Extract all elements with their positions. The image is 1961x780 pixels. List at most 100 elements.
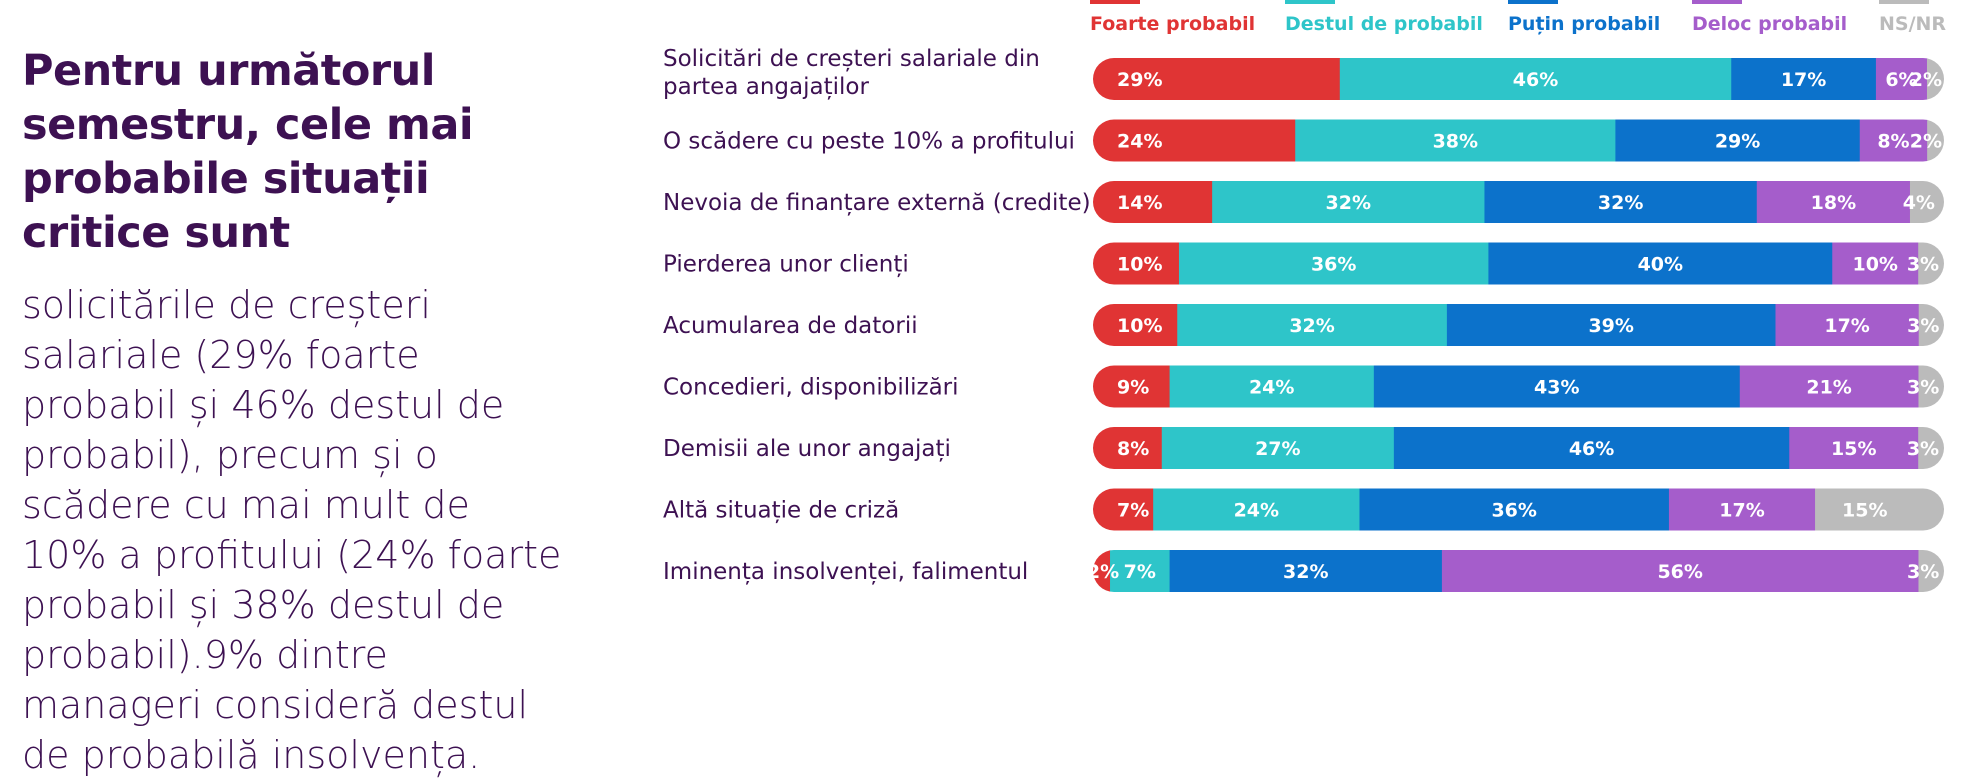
- bar-value-label: 15%: [1831, 438, 1876, 460]
- bar-value-label: 56%: [1657, 561, 1702, 583]
- category-label: Pierderea unor clienți: [663, 252, 909, 278]
- bar-segment: [1161, 427, 1395, 469]
- bar-segment: [1393, 427, 1790, 469]
- bar-value-label: 3%: [1907, 561, 1939, 583]
- bar-segment: [1731, 58, 1877, 100]
- bar-segment: [1177, 304, 1448, 346]
- bar-value-label: 46%: [1569, 438, 1614, 460]
- bar-value-label: 18%: [1811, 192, 1856, 214]
- bar-row: [1093, 488, 1944, 531]
- legend-swatch: [1879, 0, 1929, 4]
- bar-segment: [1775, 304, 1920, 346]
- bar-value-label: 3%: [1907, 254, 1939, 276]
- bar-segment: [1756, 181, 1911, 223]
- bar-value-label: 32%: [1283, 561, 1328, 583]
- legend-swatch: [1090, 0, 1140, 4]
- bar-segment: [1093, 365, 1171, 408]
- bar-segment: [1093, 304, 1178, 346]
- bar-segment: [1859, 119, 1928, 162]
- bar-segment: [1668, 488, 1816, 531]
- bar-segment: [1446, 304, 1776, 346]
- bar-segment: [1832, 242, 1919, 285]
- bar-segment: [1178, 242, 1489, 285]
- bar-segment: [1093, 181, 1213, 223]
- category-label: Demisii ale unor angajați: [663, 436, 951, 462]
- bar-value-label: 10%: [1117, 254, 1162, 276]
- text-panel: Pentru următorul semestru, cele mai prob…: [22, 44, 562, 780]
- bar-value-label: 17%: [1719, 500, 1764, 522]
- bar-value-label: 46%: [1513, 69, 1558, 91]
- bar-value-label: 2%: [1910, 131, 1942, 153]
- bar-row: [1093, 304, 1944, 346]
- legend-label: NS/NR: [1879, 13, 1946, 35]
- bar-value-label: 15%: [1842, 500, 1887, 522]
- legend-swatch: [1508, 0, 1558, 4]
- bar-segment: [1093, 119, 1296, 162]
- legend-label: Deloc probabil: [1692, 13, 1847, 35]
- bar-value-label: 32%: [1598, 192, 1643, 214]
- bar-segment: [1359, 488, 1670, 531]
- bar-value-label: 4%: [1903, 192, 1935, 214]
- bar-row: [1093, 242, 1944, 285]
- bar-segment: [1169, 365, 1375, 408]
- bar-segment: [1926, 58, 1944, 100]
- bar-value-label: 36%: [1311, 254, 1356, 276]
- bar-segment: [1739, 365, 1919, 408]
- bar-value-label: 2%: [1087, 561, 1119, 583]
- bar-segment: [1927, 119, 1944, 162]
- bar-value-label: 29%: [1715, 131, 1760, 153]
- bar-value-label: 32%: [1289, 315, 1334, 337]
- bar-segment: [1615, 119, 1861, 162]
- bar-value-label: 10%: [1117, 315, 1162, 337]
- bar-segment: [1488, 242, 1833, 285]
- bar-value-label: 3%: [1907, 377, 1939, 399]
- legend-swatch: [1692, 0, 1742, 4]
- bar-segment: [1110, 550, 1171, 592]
- category-label: Acumularea de datorii: [663, 313, 918, 339]
- bar-value-label: 17%: [1824, 315, 1869, 337]
- bar-value-label: 7%: [1124, 561, 1156, 583]
- bar-value-label: 3%: [1907, 315, 1939, 337]
- bar-value-label: 24%: [1249, 377, 1294, 399]
- headline: Pentru următorul semestru, cele mai prob…: [22, 46, 474, 258]
- bar-segment: [1093, 242, 1180, 285]
- category-label: Concedieri, disponibilizări: [663, 375, 959, 401]
- category-label: Iminența insolvenței, falimentul: [663, 559, 1028, 585]
- bar-value-label: 7%: [1117, 500, 1149, 522]
- bar-value-label: 14%: [1117, 192, 1162, 214]
- bar-segment: [1441, 550, 1919, 592]
- bar-segment: [1295, 119, 1616, 162]
- bar-value-label: 8%: [1877, 131, 1909, 153]
- bar-value-label: 29%: [1117, 69, 1162, 91]
- bar-segment: [1339, 58, 1732, 100]
- bar-row: [1093, 365, 1944, 408]
- legend-swatch: [1285, 0, 1335, 4]
- bar-row: [1093, 427, 1944, 469]
- bar-segment: [1153, 488, 1360, 531]
- bar-segment: [1093, 550, 1111, 592]
- bar-segment: [1875, 58, 1928, 100]
- bar-segment: [1093, 58, 1341, 100]
- legend-label: Foarte probabil: [1090, 13, 1255, 35]
- bar-value-label: 8%: [1117, 438, 1149, 460]
- stacked-bar-chart: Foarte probabil Destul de probabil Puțin p…: [663, 0, 1946, 592]
- bar-row: [1093, 550, 1944, 592]
- category-label: Altă situație de criză: [663, 498, 899, 524]
- bar-segment: [1212, 181, 1485, 223]
- bar-value-label: 9%: [1117, 377, 1149, 399]
- legend-label: Destul de probabil: [1285, 13, 1483, 35]
- bar-value-label: 36%: [1491, 500, 1536, 522]
- bar-value-label: 32%: [1326, 192, 1371, 214]
- category-label: Nevoia de finanțare externă (credite): [663, 190, 1091, 216]
- bar-value-label: 2%: [1910, 69, 1942, 91]
- bar-segment: [1484, 181, 1758, 223]
- bar-value-label: 21%: [1806, 377, 1851, 399]
- chart-svg: Foarte probabil Destul de probabil Puțin p…: [663, 0, 1946, 592]
- bar-segment: [1909, 181, 1944, 223]
- bar-segment: [1093, 427, 1163, 469]
- category-label: O scădere cu peste 10% a profitului: [663, 129, 1075, 155]
- bar-segment: [1815, 488, 1944, 531]
- bar-value-label: 17%: [1781, 69, 1826, 91]
- bar-row: [1093, 119, 1944, 162]
- bar-value-label: 40%: [1638, 254, 1683, 276]
